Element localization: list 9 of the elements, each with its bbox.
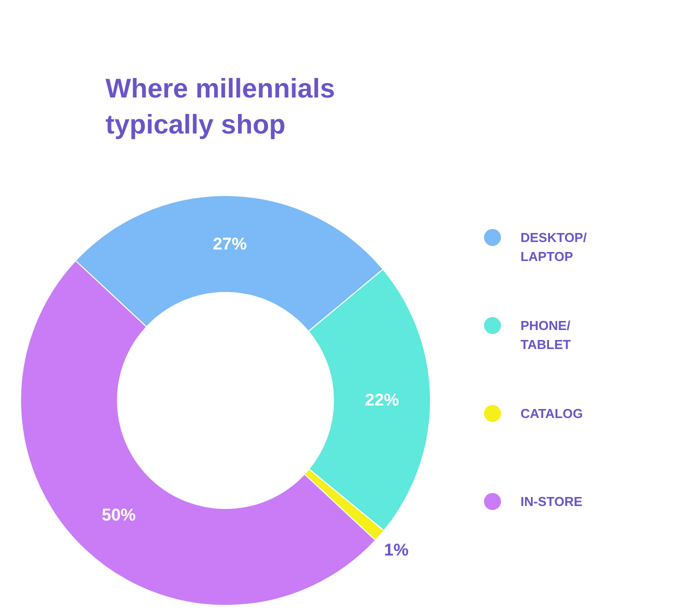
legend-label: CATALOG xyxy=(520,406,583,421)
data-label: 50% xyxy=(102,505,136,524)
legend-label: DESKTOP/ LAPTOP xyxy=(520,230,588,264)
data-label: 1% xyxy=(384,540,409,560)
data-label: 27% xyxy=(212,234,247,254)
legend-label: PHONE/ TABLET xyxy=(520,318,571,352)
legend-label: IN-STORE xyxy=(520,494,583,509)
chart-title: Where millennials typically shop xyxy=(106,74,336,140)
data-label: 22% xyxy=(364,390,400,410)
